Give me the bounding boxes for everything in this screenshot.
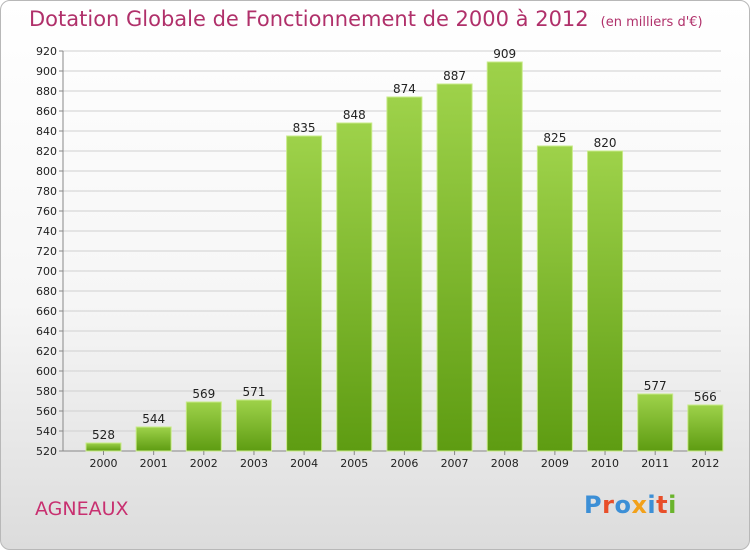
y-tick-label: 920	[36, 45, 57, 58]
y-tick-label: 520	[36, 445, 57, 458]
bar	[687, 404, 724, 452]
x-tick-label: 2003	[240, 457, 268, 470]
bar-value-label: 566	[694, 390, 717, 404]
y-tick-label: 680	[36, 285, 57, 298]
y-tick-label: 860	[36, 105, 57, 118]
y-tick-label: 580	[36, 385, 57, 398]
y-tick-label: 640	[36, 325, 57, 338]
logo-letter: t	[656, 491, 669, 519]
bar	[536, 145, 573, 452]
bar-value-label: 528	[92, 428, 115, 442]
y-tick-label: 600	[36, 365, 57, 378]
proxiti-logo: Proxiti	[584, 491, 677, 519]
commune-name: AGNEAUX	[35, 498, 129, 520]
y-tick-label: 880	[36, 85, 57, 98]
bar-value-label: 835	[293, 121, 316, 135]
y-tick-label: 620	[36, 345, 57, 358]
y-tick-label: 840	[36, 125, 57, 138]
bar	[436, 83, 473, 452]
bar-value-label: 874	[393, 82, 416, 96]
bar	[637, 393, 674, 452]
bar	[185, 401, 222, 452]
x-tick-label: 2006	[390, 457, 418, 470]
x-tick-label: 2012	[691, 457, 719, 470]
x-tick-label: 2000	[90, 457, 118, 470]
bar-value-label: 909	[493, 47, 516, 61]
bar-value-label: 820	[594, 136, 617, 150]
x-tick-label: 2009	[541, 457, 569, 470]
y-tick-label: 540	[36, 425, 57, 438]
x-tick-label: 2008	[491, 457, 519, 470]
x-tick-label: 2002	[190, 457, 218, 470]
chart-title: Dotation Globale de Fonctionnement de 20…	[29, 7, 703, 31]
units-label: (en milliers d'€)	[600, 15, 703, 30]
bar-value-label: 825	[543, 131, 566, 145]
y-tick-label: 720	[36, 245, 57, 258]
y-tick-label: 760	[36, 205, 57, 218]
y-tick-label: 740	[36, 225, 57, 238]
bar	[336, 122, 373, 452]
x-tick-label: 2004	[290, 457, 318, 470]
bar	[386, 96, 423, 452]
logo-letter: x	[631, 491, 648, 519]
bar	[286, 135, 323, 452]
bar	[587, 150, 624, 452]
bar	[135, 426, 172, 452]
bar-value-label: 571	[243, 385, 266, 399]
y-tick-label: 700	[36, 265, 57, 278]
y-tick-label: 560	[36, 405, 57, 418]
y-tick-label: 660	[36, 305, 57, 318]
logo-letter: i	[668, 491, 677, 519]
y-tick-label: 900	[36, 65, 57, 78]
logo-letter: r	[602, 491, 615, 519]
x-tick-label: 2007	[441, 457, 469, 470]
logo-letter: i	[647, 491, 657, 519]
x-tick-label: 2001	[140, 457, 168, 470]
bar-value-label: 544	[142, 412, 165, 426]
logo-letter: o	[614, 491, 632, 519]
bar	[85, 442, 122, 452]
x-tick-label: 2011	[641, 457, 669, 470]
y-tick-label: 820	[36, 145, 57, 158]
bar	[235, 399, 272, 452]
y-tick-label: 800	[36, 165, 57, 178]
x-tick-label: 2010	[591, 457, 619, 470]
bar-value-label: 848	[343, 108, 366, 122]
bar-value-label: 569	[192, 387, 215, 401]
bar-value-label: 887	[443, 69, 466, 83]
y-tick-label: 780	[36, 185, 57, 198]
x-tick-label: 2005	[340, 457, 368, 470]
logo-letter: P	[584, 491, 603, 519]
bar-value-label: 577	[644, 379, 667, 393]
title-text: Dotation Globale de Fonctionnement de 20…	[29, 7, 589, 31]
bar	[486, 61, 523, 452]
